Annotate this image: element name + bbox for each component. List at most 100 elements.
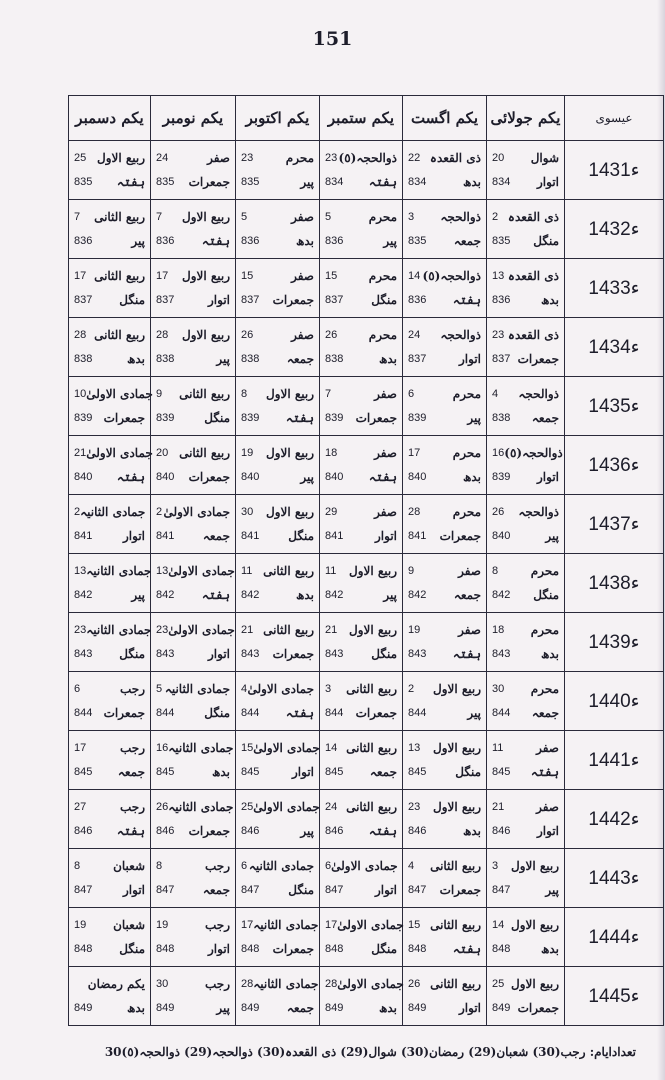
- solar-year: 848: [156, 943, 175, 955]
- hijri-date-line: 17 جمادی الاولیٰ: [320, 913, 404, 937]
- hijri-month: جمادی الاولیٰ: [247, 682, 314, 696]
- date-cell: 30 محرم 844 جمعہ: [486, 671, 565, 731]
- year-weekday-line: 837 اتوار: [151, 288, 235, 312]
- hijri-day: 5: [325, 211, 332, 223]
- date-cell: 28 محرم 841 جمعرات: [402, 494, 487, 554]
- year-weekday-line: 842 پیر: [69, 583, 150, 607]
- hijri-day: 23: [156, 624, 169, 636]
- solar-year: 839: [156, 412, 175, 424]
- hijri-date-line: 17 رجب: [69, 736, 150, 760]
- hijri-date-line: 8 شعبان: [69, 854, 150, 878]
- year-weekday-line: 845 اتوار: [236, 760, 319, 784]
- hijri-date-line: 14 ربیع الثانی: [320, 736, 402, 760]
- hijri-day: 8: [74, 860, 81, 872]
- hijri-day: 23: [241, 152, 254, 164]
- year-weekday-line: 839 جمعرات: [320, 406, 402, 430]
- hijri-date-line: 8 ربیع الاول: [236, 382, 319, 406]
- weekday: بدھ: [295, 234, 314, 248]
- hijri-date-line: 30 ربیع الاول: [236, 500, 319, 524]
- hijri-date-line: یکم رمضان: [69, 972, 150, 996]
- solar-year: 848: [408, 943, 427, 955]
- hijri-date-line: 11 ربیع الثانی: [236, 559, 319, 583]
- date-cell: 25 جمادی الاولیٰ 846 پیر: [235, 789, 320, 849]
- hijri-day: 3: [325, 683, 332, 695]
- hijri-month: محرم: [530, 682, 559, 696]
- hijri-date-line: 15 جمادی الاولیٰ: [236, 736, 320, 760]
- hijri-day: 25: [74, 152, 87, 164]
- date-cell: 18 صفر 840 ہفتہ: [319, 435, 403, 495]
- year-weekday-line: 848 منگل: [320, 937, 402, 961]
- date-cell: 23 ربیع الاول 846 بدھ: [402, 789, 487, 849]
- hijri-date-line: 23 محرم: [236, 146, 319, 170]
- date-cell: 3 ربیع الثانی 844 جمعرات: [319, 671, 403, 731]
- hijri-month: ربیع الاول: [432, 800, 481, 814]
- hijri-date-line: 26 جمادی الثانیہ: [151, 795, 235, 819]
- year-weekday-line: 849 پیر: [151, 996, 235, 1020]
- weekday: اتوار: [207, 293, 230, 307]
- hijri-month: ذی القعدہ: [429, 151, 481, 165]
- hijri-day: 8: [156, 860, 163, 872]
- hijri-day: 7: [325, 388, 332, 400]
- year-weekday-line: 841 اتوار: [69, 524, 150, 548]
- hijri-day: 2: [74, 506, 81, 518]
- year-weekday-line: 843 اتوار: [151, 642, 235, 666]
- hijri-date-line: 22 ذی القعدہ: [403, 146, 486, 170]
- solar-year: 843: [74, 648, 93, 660]
- days-count-note: تعدادایام: رجب(30) شعبان(29) رمضان(30) ش…: [104, 1045, 636, 1059]
- weekday: اتوار: [374, 529, 397, 543]
- weekday: جمعہ: [453, 588, 481, 602]
- hijri-date-line: 2 جمادی الاولیٰ: [151, 500, 235, 524]
- year-weekday-line: 843 بدھ: [487, 642, 564, 666]
- weekday: پیر: [131, 588, 145, 602]
- hijri-month: ربیع الثانی: [179, 446, 230, 460]
- weekday: منگل: [371, 942, 397, 956]
- date-cell: 26 جمادی الثانیہ 846 جمعرات: [150, 789, 236, 849]
- header-august: یکم اگست: [402, 95, 487, 141]
- weekday: ہفتہ: [452, 942, 481, 956]
- date-cell: 17 ربیع الاول 837 اتوار: [150, 258, 236, 318]
- hijri-date-line: 26 صفر: [236, 323, 319, 347]
- hijri-date-line: 7 ربیع الاول: [151, 205, 235, 229]
- year-weekday-line: 838 بدھ: [320, 347, 402, 371]
- weekday: پیر: [467, 706, 481, 720]
- solar-year: 841: [156, 530, 175, 542]
- solar-year: 844: [241, 707, 260, 719]
- weekday: منگل: [204, 706, 230, 720]
- solar-year: 838: [492, 412, 511, 424]
- header-july: یکم جولائی: [486, 95, 565, 141]
- hijri-date-line: 6 جمادی الاولیٰ: [320, 854, 402, 878]
- date-cell: 28 جمادی الثانیہ 849 جمعہ: [235, 966, 320, 1026]
- solar-year: 848: [74, 943, 93, 955]
- hijri-month: ربیع الثانی: [94, 210, 145, 224]
- hijri-month: ربیع الثانی: [346, 682, 397, 696]
- header-december: یکم دسمبر: [68, 95, 151, 141]
- hijri-month: ربیع الثانی: [179, 387, 230, 401]
- year-weekday-line: 849 اتوار: [403, 996, 486, 1020]
- year-weekday-line: 849 بدھ: [320, 996, 402, 1020]
- hijri-day: 11: [241, 565, 253, 577]
- weekday: اتوار: [207, 647, 230, 661]
- hijri-month: محرم: [285, 151, 314, 165]
- solar-year: 837: [74, 294, 93, 306]
- header-november: یکم نومبر: [150, 95, 236, 141]
- hijri-month: صفر: [458, 623, 481, 637]
- date-cell: 5 صفر 836 بدھ: [235, 199, 320, 259]
- weekday: منگل: [204, 411, 230, 425]
- year-weekday-line: 848 بدھ: [487, 937, 564, 961]
- weekday: بدھ: [378, 1001, 397, 1015]
- weekday: جمعرات: [355, 411, 397, 425]
- year-weekday-line: 836 ہفتہ: [403, 288, 486, 312]
- year-weekday-line: 844 جمعرات: [69, 701, 150, 725]
- hijri-day: 18: [492, 624, 505, 636]
- hijri-day: 26: [325, 329, 338, 341]
- year-weekday-line: 844 پیر: [403, 701, 486, 725]
- hijri-date-line: 15 ربیع الثانی: [403, 913, 486, 937]
- weekday: بدھ: [462, 175, 481, 189]
- hijri-month: جمادی الثانیہ: [80, 505, 146, 519]
- weekday: بدھ: [126, 1001, 145, 1015]
- hijri-month: رجب: [120, 800, 145, 814]
- year-weekday-line: 834 بدھ: [403, 170, 486, 194]
- year-weekday-line: 835 ہفتہ: [69, 170, 150, 194]
- table-row: 1436ء 16 ذوالحجہ(٥) 839 اتوار 17 محرم 84…: [68, 435, 664, 495]
- date-cell: 17 رجب 845 جمعہ: [68, 730, 151, 790]
